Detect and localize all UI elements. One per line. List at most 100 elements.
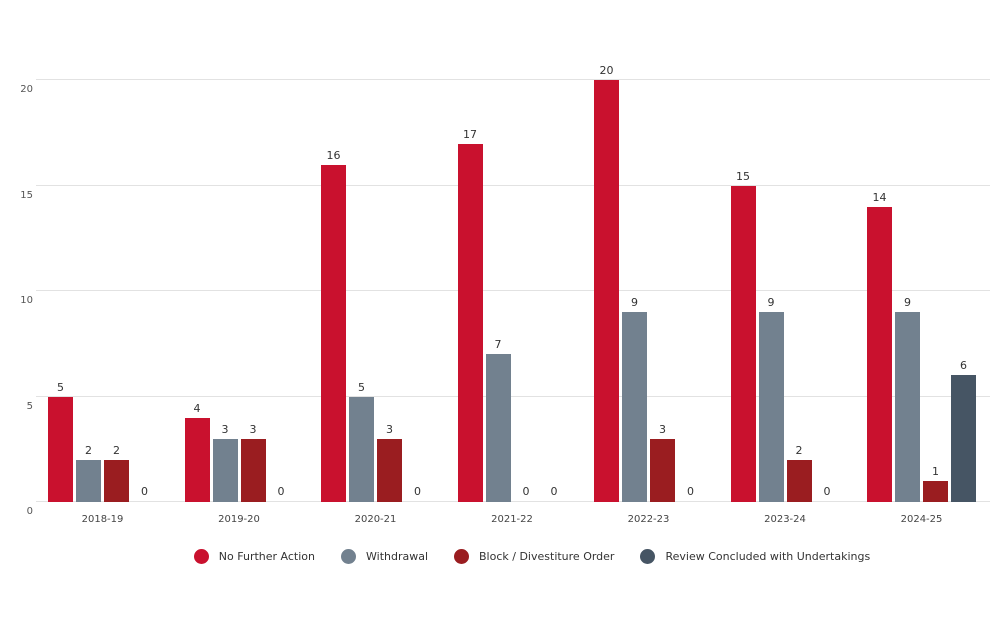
bar-slot: 6 <box>951 55 976 502</box>
bar-slot: 20 <box>594 55 619 502</box>
bar-slot: 0 <box>269 55 294 502</box>
bar-block-divestiture-order[interactable] <box>240 439 266 502</box>
bar-withdrawal[interactable] <box>622 312 647 502</box>
bar-value-label: 4 <box>193 402 201 415</box>
bar-slot: 0 <box>678 55 703 502</box>
gridline-y-20 <box>36 79 990 81</box>
bar-slot: 5 <box>349 55 374 502</box>
bar-value-label: 0 <box>414 485 421 498</box>
bar-value-label: 2 <box>795 444 803 457</box>
bar-no-further-action[interactable] <box>457 144 483 502</box>
x-axis-label-2020-21: 2020-21 <box>354 514 397 525</box>
y-tick-label: 5 <box>26 400 33 412</box>
bar-slot: 5 <box>48 55 73 502</box>
bar-group-2020-21: 16 5 3 0 <box>321 55 430 502</box>
bar-value-label: 17 <box>463 128 477 141</box>
bar-slot: 1 <box>923 55 948 502</box>
gridline-y-5 <box>36 395 990 397</box>
bar-no-further-action[interactable] <box>321 165 346 502</box>
bar-slot: 7 <box>485 55 511 502</box>
plot-area: 0 5 10 15 20 5 2 2 0 2018-19 4 3 3 0 2019-20 16 5 3 0 2020-… <box>20 55 990 525</box>
bar-no-further-action[interactable] <box>594 80 619 502</box>
bar-value-label: 0 <box>550 485 558 498</box>
bar-no-further-action[interactable] <box>867 207 892 502</box>
bar-value-label: 14 <box>872 191 887 204</box>
x-axis-label-2024-25: 2024-25 <box>900 514 943 525</box>
bar-value-label: 2 <box>113 444 120 457</box>
x-axis-label-2023-24: 2023-24 <box>764 514 806 525</box>
legend-dot-icon <box>454 549 470 564</box>
bar-slot: 2 <box>786 55 812 502</box>
bar-withdrawal[interactable] <box>76 460 101 502</box>
bar-group-2023-24: 15 9 2 0 <box>730 55 840 502</box>
bar-value-label: 0 <box>823 485 831 498</box>
bar-value-label: 9 <box>904 296 911 309</box>
gridline-y-0 <box>36 501 990 502</box>
bar-slot: 2 <box>76 55 101 502</box>
chart-legend: No Further Action Withdrawal Block / Dives… <box>0 549 1000 564</box>
bar-value-label: 5 <box>57 381 64 394</box>
x-axis-label-2021-22: 2021-22 <box>491 514 533 525</box>
bar-value-label: 15 <box>736 170 750 183</box>
y-tick-label: 10 <box>20 295 33 307</box>
y-tick-label: 15 <box>20 189 33 201</box>
legend-dot-icon <box>341 549 356 564</box>
bar-value-label: 3 <box>249 423 257 436</box>
bar-value-label: 0 <box>687 485 694 498</box>
bar-block-divestiture-order[interactable] <box>786 460 812 502</box>
x-axis-label-2019-20: 2019-20 <box>218 514 260 525</box>
bar-slot: 4 <box>184 55 210 502</box>
bar-withdrawal[interactable] <box>758 312 784 502</box>
y-tick-label: 0 <box>26 506 33 517</box>
bar-no-further-action[interactable] <box>48 397 73 502</box>
bar-no-further-action[interactable] <box>184 418 210 502</box>
bar-block-divestiture-order[interactable] <box>923 481 948 502</box>
bar-value-label: 0 <box>277 485 285 498</box>
x-axis-label-2018-19: 2018-19 <box>81 514 124 525</box>
gridline-y-10 <box>36 290 990 292</box>
legend-item-block-divestiture-order[interactable]: Block / Divestiture Order <box>454 549 614 564</box>
bar-value-label: 2 <box>85 444 92 457</box>
legend-dot-icon <box>193 549 209 564</box>
bar-value-label: 6 <box>960 359 967 372</box>
bar-slot: 9 <box>758 55 784 502</box>
bar-value-label: 3 <box>221 423 229 436</box>
x-axis-label-2022-23: 2022-23 <box>627 514 670 525</box>
bar-value-label: 9 <box>767 296 775 309</box>
bar-slot: 0 <box>132 55 157 502</box>
bar-slot: 3 <box>650 55 675 502</box>
bar-withdrawal[interactable] <box>895 312 920 502</box>
bar-slot: 9 <box>895 55 920 502</box>
bar-slot: 0 <box>514 55 539 502</box>
legend-label: No Further Action <box>218 550 315 563</box>
legend-item-withdrawal[interactable]: Withdrawal <box>341 549 428 564</box>
legend-item-review-concluded-with-undertakings[interactable]: Review Concluded with Undertakings <box>640 549 870 564</box>
bar-value-label: 5 <box>358 381 365 394</box>
bar-slot: 3 <box>240 55 266 502</box>
bar-slot: 16 <box>321 55 346 502</box>
bar-value-label: 3 <box>386 423 393 436</box>
bar-slot: 9 <box>622 55 647 502</box>
bar-value-label: 3 <box>659 423 666 436</box>
bar-value-label: 16 <box>326 149 341 162</box>
bar-group-2022-23: 20 9 3 0 <box>594 55 703 502</box>
bar-withdrawal[interactable] <box>349 397 374 502</box>
bar-group-2018-19: 5 2 2 0 <box>48 55 157 502</box>
bar-block-divestiture-order[interactable] <box>104 460 129 502</box>
bar-value-label: 0 <box>522 485 530 498</box>
bar-slot: 0 <box>405 55 430 502</box>
bar-slot: 15 <box>730 55 756 502</box>
legend-dot-icon <box>640 549 656 564</box>
bar-slot: 0 <box>815 55 840 502</box>
bar-block-divestiture-order[interactable] <box>377 439 402 502</box>
bar-slot: 3 <box>212 55 238 502</box>
bar-withdrawal[interactable] <box>485 354 511 502</box>
bar-value-label: 20 <box>599 64 614 77</box>
bar-group-2021-22: 17 7 0 0 <box>457 55 567 502</box>
bar-withdrawal[interactable] <box>212 439 238 502</box>
bar-review-concluded-with-undertakings[interactable] <box>951 375 976 502</box>
bar-block-divestiture-order[interactable] <box>650 439 675 502</box>
bar-no-further-action[interactable] <box>730 186 756 502</box>
legend-item-no-further-action[interactable]: No Further Action <box>193 549 315 564</box>
